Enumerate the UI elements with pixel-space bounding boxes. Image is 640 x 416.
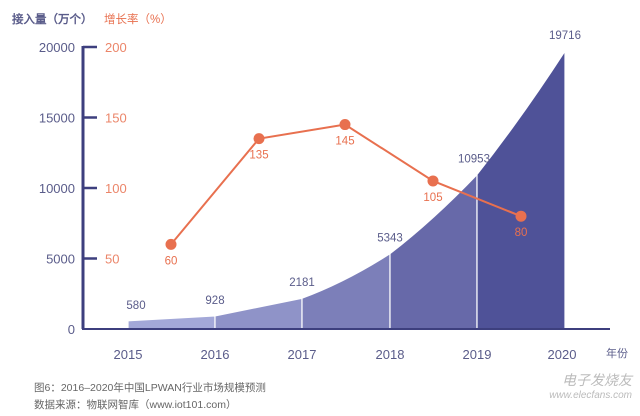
area-value-label: 5343 (377, 233, 403, 245)
area-value-label: 928 (205, 295, 224, 307)
figure-caption: 图6：2016–2020年中国LPWAN行业市场规模预测 (34, 382, 266, 394)
y-left-tick-label: 15000 (39, 111, 75, 126)
growth-value-label: 105 (423, 192, 442, 204)
area-band-2016 (214, 297, 303, 330)
y-right-tick-label: 50 (105, 252, 119, 267)
y-left-tick-label: 5000 (46, 252, 75, 267)
x-tick-label: 2020 (548, 347, 577, 362)
growth-value-label: 145 (335, 136, 354, 148)
x-tick-label: 2016 (201, 347, 230, 362)
area-band-2019 (476, 48, 566, 330)
x-tick-label: 2015 (114, 347, 143, 362)
y-left-tick-label: 10000 (39, 181, 75, 196)
growth-point-2019 (427, 175, 439, 187)
y-left-tick-label: 0 (68, 322, 75, 337)
y-right-axis-title: 增长率（%） (104, 12, 172, 26)
growth-point-2020 (515, 210, 527, 222)
area-value-label: 2181 (289, 277, 315, 289)
x-tick-label: 2017 (288, 347, 317, 362)
y-left-tick-label: 20000 (39, 40, 75, 55)
x-tick-label: 2019 (463, 347, 492, 362)
area-value-label: 10953 (458, 154, 490, 166)
y-right-tick-label: 100 (105, 181, 127, 196)
y-right-tick-label: 150 (105, 111, 127, 126)
growth-point-2017 (253, 133, 265, 145)
y-left-axis-title: 接入量（万个） (12, 12, 93, 26)
x-axis-title: 年份 (606, 346, 628, 360)
growth-point-2018 (339, 119, 351, 131)
growth-value-label: 60 (165, 255, 178, 267)
y-right-tick-label: 200 (105, 40, 127, 55)
watermark-logo: 电子发烧友 www.elecfans.com (549, 372, 632, 401)
growth-point-2016 (165, 238, 177, 250)
area-band-2015 (127, 315, 216, 330)
area-value-label: 580 (126, 300, 145, 312)
area-band-2017 (301, 252, 391, 330)
area-value-label: 19716 (549, 30, 581, 42)
x-tick-label: 2018 (376, 347, 405, 362)
growth-value-label: 80 (515, 227, 528, 239)
growth-value-label: 135 (249, 150, 268, 162)
data-source: 数据来源：物联网智库（www.iot101.com） (34, 399, 237, 411)
